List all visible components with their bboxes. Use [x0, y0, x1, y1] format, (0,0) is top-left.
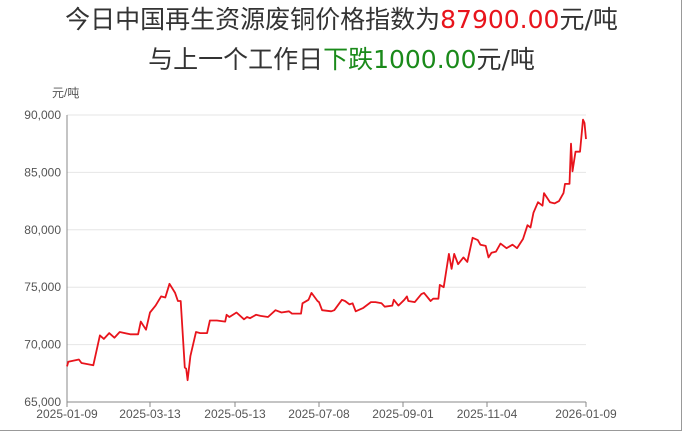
index-value: 87900.00: [440, 5, 560, 34]
y-tick-label: 85,000: [24, 165, 61, 179]
change-value: 下跌1000.00: [323, 45, 477, 74]
x-tick-label: 2025-11-04: [457, 407, 518, 421]
title-line-2: 与上一个工作日下跌1000.00元/吨: [0, 44, 683, 76]
y-tick-label: 90,000: [24, 108, 61, 122]
x-tick-label: 2025-01-09: [36, 407, 98, 421]
x-tick-label: 2025-07-08: [288, 407, 350, 421]
y-tick-label: 65,000: [24, 395, 61, 409]
title-prefix: 今日中国再生资源废铜价格指数为: [65, 5, 441, 34]
title-unit: 元/吨: [559, 5, 618, 34]
change-unit: 元/吨: [476, 45, 535, 74]
x-tick-label: 2025-05-13: [204, 407, 266, 421]
change-prefix: 与上一个工作日: [148, 45, 324, 74]
x-tick-label: 2026-01-09: [555, 407, 617, 421]
y-tick-label: 80,000: [24, 223, 61, 237]
y-tick-label: 75,000: [24, 280, 61, 294]
x-tick-label: 2025-09-01: [372, 407, 434, 421]
price-index-line: [66, 118, 587, 382]
x-tick-label: 2025-03-13: [119, 407, 181, 421]
title-line-1: 今日中国再生资源废铜价格指数为87900.00元/吨: [0, 4, 683, 36]
y-tick-label: 70,000: [24, 338, 61, 352]
y-axis-unit: 元/吨: [52, 86, 79, 100]
